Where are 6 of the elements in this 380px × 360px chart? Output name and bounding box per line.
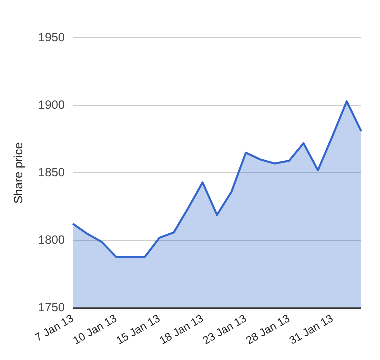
y-tick-label: 1750 bbox=[38, 300, 66, 315]
y-tick-label: 1900 bbox=[38, 98, 66, 112]
y-tick-label: 1850 bbox=[38, 166, 66, 180]
y-tick-label: 1800 bbox=[38, 233, 66, 248]
y-tick-label: 1950 bbox=[38, 30, 66, 44]
y-axis-title: Share price bbox=[12, 142, 26, 204]
